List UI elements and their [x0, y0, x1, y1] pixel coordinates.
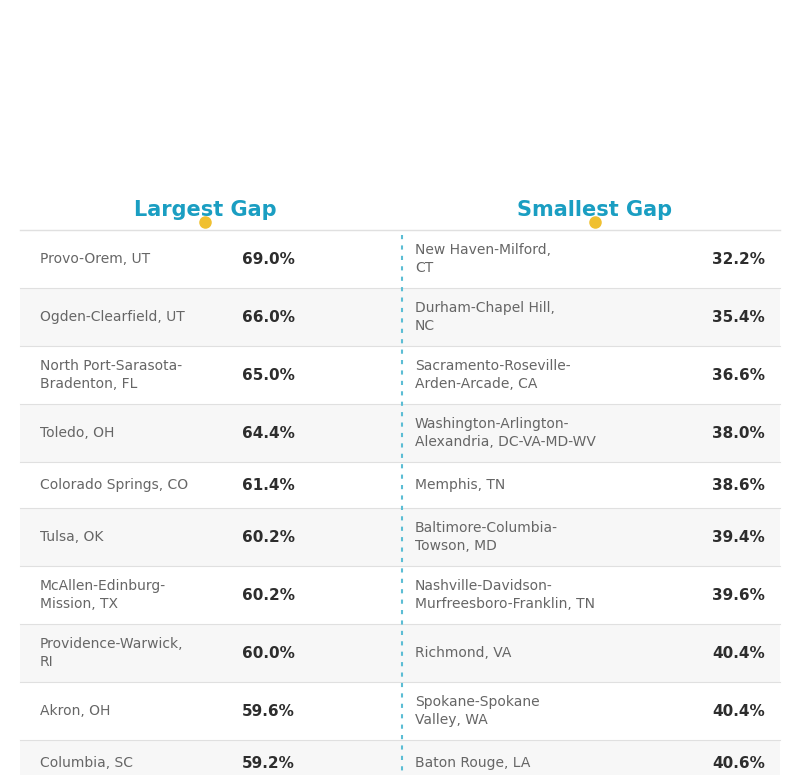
Text: Spokane-Spokane
Valley, WA: Spokane-Spokane Valley, WA [415, 695, 540, 727]
Bar [20, 508, 780, 566]
Text: 59.6%: 59.6% [242, 704, 295, 718]
Bar [20, 624, 780, 682]
Text: 60.0%: 60.0% [242, 646, 295, 660]
Text: 65.0%: 65.0% [242, 367, 295, 383]
Text: Memphis, TN: Memphis, TN [415, 478, 506, 492]
Text: 39.4%: 39.4% [712, 529, 765, 545]
Text: 35.4%: 35.4% [712, 309, 765, 325]
Text: 40.4%: 40.4% [712, 646, 765, 660]
Text: 61.4%: 61.4% [242, 477, 295, 492]
Text: Providence-Warwick,
RI: Providence-Warwick, RI [40, 637, 183, 669]
Text: Ogden-Clearfield, UT: Ogden-Clearfield, UT [40, 310, 185, 324]
Text: 64.4%: 64.4% [242, 425, 295, 440]
Text: North Port-Sarasota-
Bradenton, FL: North Port-Sarasota- Bradenton, FL [40, 359, 182, 391]
Text: 40.4%: 40.4% [712, 704, 765, 718]
Text: 60.2%: 60.2% [242, 529, 295, 545]
Text: Columbia, SC: Columbia, SC [40, 756, 133, 770]
Text: New Haven-Milford,
CT: New Haven-Milford, CT [415, 243, 551, 275]
Bar [20, 404, 780, 462]
Text: 39.6%: 39.6% [712, 587, 765, 602]
Text: 40.6%: 40.6% [712, 756, 765, 770]
Text: 60.2%: 60.2% [242, 587, 295, 602]
Text: Colorado Springs, CO: Colorado Springs, CO [40, 478, 188, 492]
Text: Baton Rouge, LA: Baton Rouge, LA [415, 756, 530, 770]
Text: Durham-Chapel Hill,
NC: Durham-Chapel Hill, NC [415, 301, 555, 333]
Text: Toledo, OH: Toledo, OH [40, 426, 114, 440]
Bar [20, 288, 780, 346]
Text: Akron, OH: Akron, OH [40, 704, 110, 718]
Text: McAllen-Edinburg-
Mission, TX: McAllen-Edinburg- Mission, TX [40, 579, 166, 611]
Text: Baltimore-Columbia-
Towson, MD: Baltimore-Columbia- Towson, MD [415, 521, 558, 553]
Text: 36.6%: 36.6% [712, 367, 765, 383]
Text: 66.0%: 66.0% [242, 309, 295, 325]
Bar [20, 740, 780, 775]
Text: Smallest Gap: Smallest Gap [518, 200, 673, 220]
Text: 32.2%: 32.2% [712, 252, 765, 267]
Text: 38.6%: 38.6% [712, 477, 765, 492]
Text: Nashville-Davidson-
Murfreesboro-Franklin, TN: Nashville-Davidson- Murfreesboro-Frankli… [415, 579, 595, 611]
Text: 59.2%: 59.2% [242, 756, 295, 770]
Text: Sacramento-Roseville-
Arden-Arcade, CA: Sacramento-Roseville- Arden-Arcade, CA [415, 359, 570, 391]
Text: 69.0%: 69.0% [242, 252, 295, 267]
Text: Richmond, VA: Richmond, VA [415, 646, 511, 660]
Text: Tulsa, OK: Tulsa, OK [40, 530, 103, 544]
Text: Provo-Orem, UT: Provo-Orem, UT [40, 252, 150, 266]
Text: 38.0%: 38.0% [712, 425, 765, 440]
Text: Washington-Arlington-
Alexandria, DC-VA-MD-WV: Washington-Arlington- Alexandria, DC-VA-… [415, 417, 596, 450]
Text: Largest Gap: Largest Gap [134, 200, 276, 220]
